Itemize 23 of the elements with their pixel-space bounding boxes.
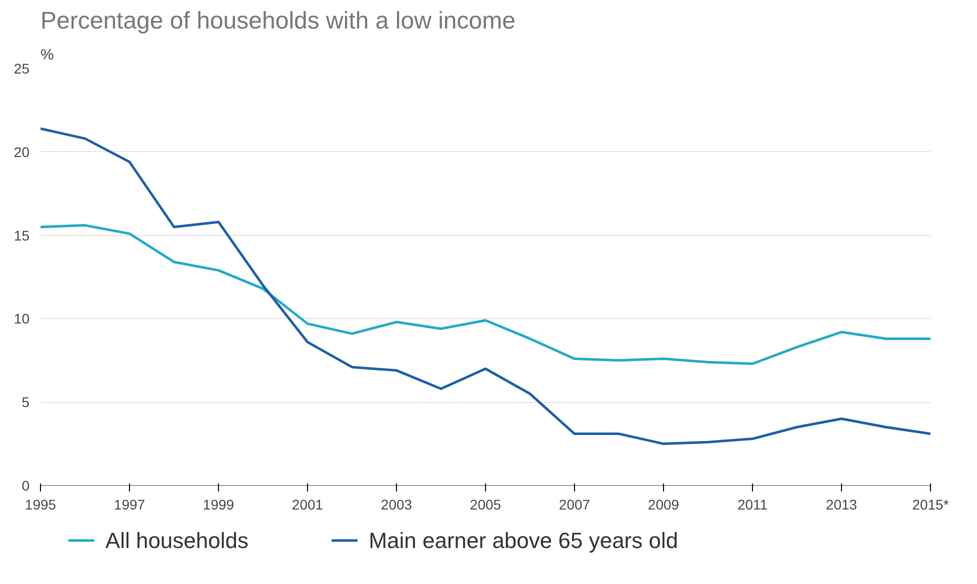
legend-label: All households xyxy=(105,528,249,553)
x-tick-label: 1997 xyxy=(114,496,146,512)
y-tick-label: 0 xyxy=(22,478,30,494)
y-tick-label: 20 xyxy=(14,144,30,160)
x-tick-label: 2009 xyxy=(648,496,680,512)
x-tick-label: 1995 xyxy=(24,496,56,512)
legend-label: Main earner above 65 years old xyxy=(368,528,678,553)
y-tick-label: 5 xyxy=(22,394,30,410)
chart-title: Percentage of households with a low income xyxy=(40,8,516,34)
y-tick-label: 15 xyxy=(14,227,30,244)
x-tick-label: 2015* xyxy=(912,496,950,512)
line-series xyxy=(40,127,930,446)
y-tick-label: 25 xyxy=(14,60,30,76)
x-tick-label: 2007 xyxy=(558,496,590,512)
line-series xyxy=(40,224,930,365)
x-tick-label: 2011 xyxy=(737,496,768,512)
y-axis-title: % xyxy=(40,46,54,64)
y-tick-label: 10 xyxy=(14,310,30,327)
x-tick-label: 2005 xyxy=(470,496,502,512)
x-tick-label: 2001 xyxy=(292,496,324,512)
x-tick-label: 1999 xyxy=(202,496,234,512)
x-tick-label: 2013 xyxy=(826,496,858,512)
x-tick-label: 2003 xyxy=(380,496,412,512)
